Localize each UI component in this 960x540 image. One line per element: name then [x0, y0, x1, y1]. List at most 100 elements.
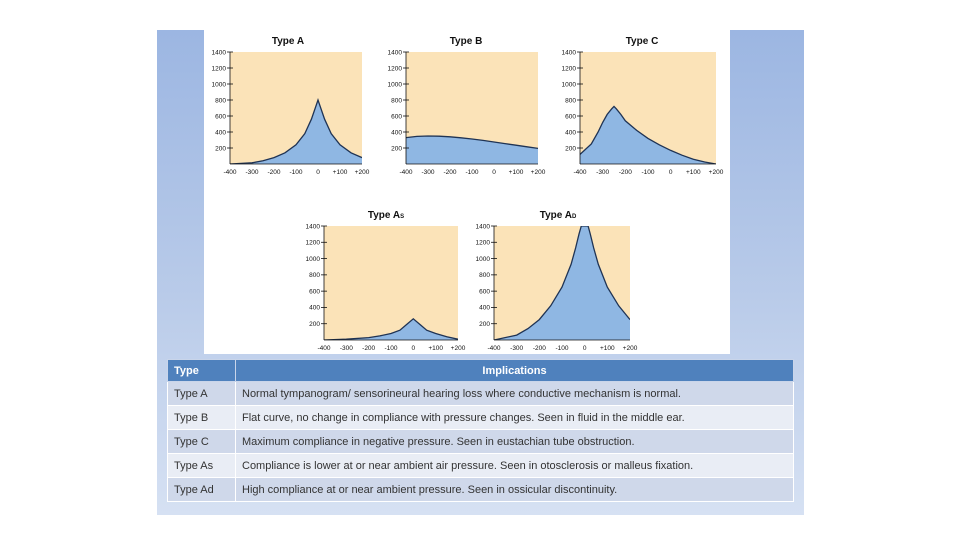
compliance-area: [494, 226, 630, 340]
x-tick-label: -100: [555, 345, 568, 352]
compliance-area: [324, 318, 458, 340]
y-tick-label: 1000: [476, 256, 491, 263]
row-implication: Maximum compliance in negative pressure.…: [235, 429, 794, 454]
x-tick-label: 0: [492, 169, 496, 176]
x-tick-label: 0: [316, 169, 320, 176]
x-tick-label: -400: [317, 345, 330, 352]
tympanogram-chart-4: 200 400 600 800 1000 1200 1400 -400 -300 -200 -100…: [306, 210, 466, 352]
y-tick-label: 600: [391, 113, 402, 120]
y-tick-label: 600: [565, 113, 576, 120]
x-tick-label: -200: [619, 169, 632, 176]
y-tick-label: 200: [215, 145, 226, 152]
compliance-area: [406, 136, 538, 164]
row-type: Type C: [167, 429, 236, 454]
y-tick-label: 200: [309, 321, 320, 328]
tympanogram-chart-5: 200 400 600 800 1000 1200 1400 -400 -300 -200 -100…: [476, 210, 638, 352]
table-row: Type As Compliance is lower at or near a…: [167, 453, 794, 478]
compliance-curve: [494, 226, 630, 340]
y-tick-label: 800: [391, 97, 402, 104]
x-tick-label: +200: [623, 345, 638, 352]
y-tick-label: 200: [565, 145, 576, 152]
tympanogram-figure: 200 400 600 800 1000 1200 1400 -400 -300 -200 -100…: [204, 30, 730, 354]
y-tick-label: 600: [479, 288, 490, 295]
y-tick-label: 600: [309, 288, 320, 295]
x-tick-label: -400: [399, 169, 412, 176]
y-tick-label: 800: [215, 97, 226, 104]
table-row: Type B Flat curve, no change in complian…: [167, 405, 794, 430]
x-tick-label: -300: [340, 345, 353, 352]
x-tick-label: -200: [362, 345, 375, 352]
x-tick-label: +200: [355, 169, 370, 176]
header-type: Type: [167, 359, 236, 382]
compliance-curve: [324, 317, 458, 340]
x-tick-label: -200: [267, 169, 280, 176]
compliance-curve: [230, 98, 362, 164]
x-tick-label: +200: [451, 345, 466, 352]
row-implication: Flat curve, no change in compliance with…: [235, 405, 794, 430]
x-tick-label: -200: [533, 345, 546, 352]
row-type: Type Ad: [167, 477, 236, 502]
plot-area: [324, 226, 458, 340]
chart-title: Type A: [272, 36, 304, 47]
chart-title: Type AS: [368, 210, 404, 221]
row-type: Type A: [167, 381, 236, 406]
x-tick-label: -100: [641, 169, 654, 176]
y-tick-label: 1400: [476, 223, 491, 230]
x-tick-label: -400: [223, 169, 236, 176]
y-tick-label: 400: [565, 129, 576, 136]
y-tick-label: 1400: [212, 49, 227, 56]
y-tick-label: 1400: [562, 49, 577, 56]
x-tick-label: -400: [487, 345, 500, 352]
chart-title-subscript: S: [400, 214, 404, 220]
y-tick-label: 1200: [476, 240, 491, 247]
y-tick-label: 400: [309, 305, 320, 312]
row-implication: High compliance at or near ambient press…: [235, 477, 794, 502]
y-tick-label: 1200: [562, 65, 577, 72]
chart-title: Type AD: [540, 210, 577, 221]
x-tick-label: +200: [531, 169, 546, 176]
x-tick-label: +100: [428, 345, 443, 352]
y-tick-label: 1400: [306, 223, 321, 230]
row-type: Type As: [167, 453, 236, 478]
x-tick-label: -300: [596, 169, 609, 176]
y-tick-label: 1000: [388, 81, 403, 88]
y-tick-label: 1000: [212, 81, 227, 88]
x-tick-label: +200: [709, 169, 724, 176]
y-tick-label: 1000: [306, 256, 321, 263]
x-tick-label: -300: [421, 169, 434, 176]
y-tick-label: 1000: [562, 81, 577, 88]
table-row: Type Ad High compliance at or near ambie…: [167, 477, 794, 502]
chart-title: Type B: [450, 36, 483, 47]
chart-title-subscript: D: [572, 214, 577, 220]
x-tick-label: -200: [443, 169, 456, 176]
x-tick-label: +100: [686, 169, 701, 176]
header-implications: Implications: [235, 359, 794, 382]
implications-table-wrapper: Type Implications Type A Normal tympanog…: [167, 359, 794, 502]
table-row: Type C Maximum compliance in negative pr…: [167, 429, 794, 454]
y-tick-label: 400: [215, 129, 226, 136]
row-implication: Normal tympanogram/ sensorineural hearin…: [235, 381, 794, 406]
y-tick-label: 1200: [306, 240, 321, 247]
x-tick-label: -400: [573, 169, 586, 176]
x-tick-label: +100: [509, 169, 524, 176]
x-tick-label: 0: [669, 169, 673, 176]
y-tick-label: 600: [215, 113, 226, 120]
tympanogram-charts: 200 400 600 800 1000 1200 1400 -400 -300 -200 -100…: [212, 36, 724, 352]
x-tick-label: -100: [465, 169, 478, 176]
table-row: Type A Normal tympanogram/ sensorineural…: [167, 381, 794, 406]
y-tick-label: 200: [479, 321, 490, 328]
x-tick-label: -300: [510, 345, 523, 352]
y-tick-label: 400: [391, 129, 402, 136]
tympanogram-chart-1: 200 400 600 800 1000 1200 1400 -400 -300 -200 -100…: [212, 36, 370, 176]
y-tick-label: 400: [479, 305, 490, 312]
x-tick-label: -300: [245, 169, 258, 176]
tympanogram-chart-2: 200 400 600 800 1000 1200 1400 -400 -300 -200 -100…: [388, 36, 546, 176]
x-tick-label: +100: [600, 345, 615, 352]
x-tick-label: -100: [289, 169, 302, 176]
y-tick-label: 800: [565, 97, 576, 104]
y-tick-label: 800: [479, 272, 490, 279]
y-tick-label: 800: [309, 272, 320, 279]
x-tick-label: 0: [412, 345, 416, 352]
y-tick-label: 1200: [388, 65, 403, 72]
x-tick-label: +100: [333, 169, 348, 176]
